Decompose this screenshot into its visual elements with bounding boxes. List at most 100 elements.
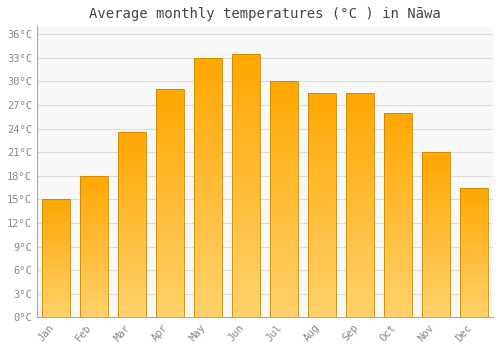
Bar [384,117,412,121]
Bar [194,271,222,276]
Bar [194,265,222,271]
Bar [118,151,146,155]
Bar [80,184,108,187]
Bar [460,219,488,221]
Bar [460,279,488,281]
Bar [194,198,222,203]
Bar [232,54,260,59]
Bar [232,128,260,133]
Bar [270,237,298,242]
Bar [194,63,222,68]
Bar [156,308,184,313]
Bar [42,228,70,230]
Bar [80,269,108,272]
Bar [194,110,222,115]
Bar [42,289,70,292]
Bar [232,138,260,143]
Bar [422,298,450,301]
Bar [118,299,146,303]
Bar [118,203,146,206]
Bar [384,162,412,166]
Bar [156,290,184,295]
Bar [42,251,70,254]
Bar [232,217,260,223]
Bar [156,112,184,117]
Bar [194,182,222,188]
Bar [42,249,70,251]
Bar [270,176,298,181]
Bar [156,299,184,304]
Bar [194,292,222,297]
Bar [80,298,108,300]
Bar [42,204,70,206]
Bar [80,181,108,184]
Bar [42,273,70,275]
Bar [42,223,70,225]
Bar [346,205,374,210]
Bar [270,275,298,280]
Bar [156,176,184,181]
Bar [118,306,146,310]
Bar [460,268,488,271]
Bar [460,203,488,206]
Bar [384,264,412,268]
Bar [194,136,222,141]
Bar [460,263,488,265]
Bar [346,290,374,295]
Bar [460,237,488,239]
Bar [80,210,108,212]
Bar [270,190,298,195]
Bar [232,85,260,91]
Bar [384,272,412,276]
Bar [270,114,298,119]
Bar [270,128,298,133]
Bar [460,229,488,232]
Bar [346,98,374,102]
Bar [308,160,336,165]
Bar [422,268,450,271]
Bar [308,300,336,304]
Bar [270,218,298,223]
Bar [384,138,412,141]
Bar [80,244,108,247]
Bar [42,216,70,218]
Bar [384,211,412,215]
Bar [194,245,222,250]
Bar [308,174,336,178]
Bar [308,156,336,160]
Bar [346,281,374,286]
Bar [194,193,222,198]
Bar [42,230,70,232]
Bar [308,228,336,232]
Bar [422,189,450,192]
Bar [384,150,412,154]
Bar [460,304,488,307]
Bar [384,219,412,223]
Bar [384,301,412,305]
Bar [194,224,222,229]
Bar [384,223,412,228]
Bar [346,228,374,232]
Bar [308,111,336,116]
Bar [118,133,146,136]
Bar [232,238,260,244]
Bar [422,178,450,182]
Bar [422,271,450,274]
Bar [270,251,298,256]
Bar [270,195,298,200]
Bar [422,185,450,189]
Bar [422,238,450,242]
Bar [80,227,108,230]
Bar [422,155,450,159]
Bar [346,254,374,259]
Bar [460,224,488,226]
Bar [384,207,412,211]
Bar [270,232,298,237]
Bar [422,274,450,278]
Bar [346,111,374,116]
Bar [194,214,222,219]
Bar [460,312,488,315]
Bar [232,117,260,122]
Bar [118,218,146,221]
Bar [156,272,184,276]
